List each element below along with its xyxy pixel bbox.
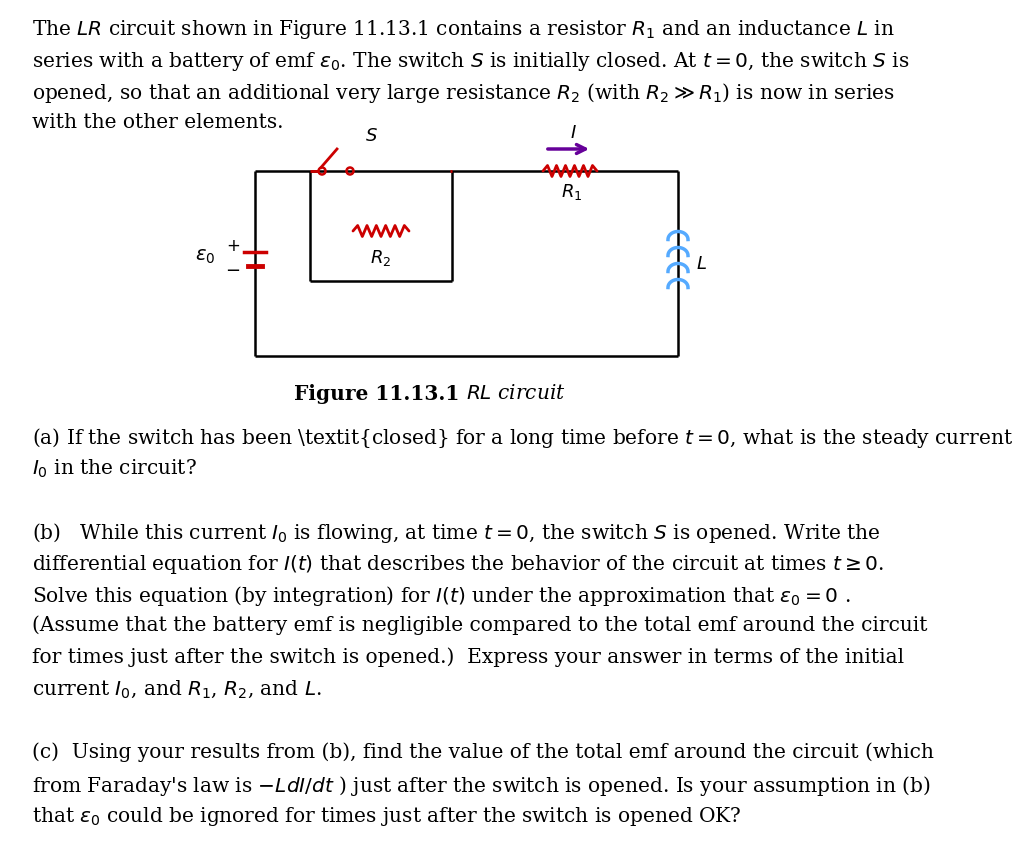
Text: $-$: $-$: [225, 259, 241, 278]
Text: with the other elements.: with the other elements.: [32, 113, 284, 131]
Text: for times just after the switch is opened.)  Express your answer in terms of the: for times just after the switch is opene…: [32, 647, 904, 667]
Text: opened, so that an additional very large resistance $R_2$ (with $R_2 \gg R_1$) i: opened, so that an additional very large…: [32, 81, 895, 105]
Text: (c)  Using your results from (b), find the value of the total emf around the cir: (c) Using your results from (b), find th…: [32, 742, 934, 761]
Text: The $LR$ circuit shown in Figure 11.13.1 contains a resistor $R_1$ and an induct: The $LR$ circuit shown in Figure 11.13.1…: [32, 18, 895, 41]
Text: $RL$ circuit: $RL$ circuit: [467, 384, 566, 403]
Text: $\varepsilon_0$: $\varepsilon_0$: [195, 247, 215, 266]
Text: $I_0$ in the circuit?: $I_0$ in the circuit?: [32, 457, 197, 479]
Text: (b)   While this current $I_0$ is flowing, at time $t = 0$, the switch $S$ is op: (b) While this current $I_0$ is flowing,…: [32, 521, 881, 545]
Text: +: +: [226, 236, 240, 254]
Text: $R_2$: $R_2$: [371, 248, 391, 268]
Text: series with a battery of emf $\varepsilon_0$. The switch $S$ is initially closed: series with a battery of emf $\varepsilo…: [32, 49, 909, 73]
Text: current $I_0$, and $R_1$, $R_2$, and $L$.: current $I_0$, and $R_1$, $R_2$, and $L$…: [32, 678, 322, 700]
Text: Solve this equation (by integration) for $I(t)$ under the approximation that $\v: Solve this equation (by integration) for…: [32, 584, 851, 608]
Text: (a) If the switch has been \textit{closed} for a long time before $t = 0$, what : (a) If the switch has been \textit{close…: [32, 426, 1013, 450]
Text: $S$: $S$: [365, 127, 378, 145]
Text: Figure 11.13.1: Figure 11.13.1: [294, 384, 467, 404]
Text: $L$: $L$: [696, 254, 707, 273]
Text: that $\varepsilon_0$ could be ignored for times just after the switch is opened : that $\varepsilon_0$ could be ignored fo…: [32, 805, 741, 828]
Text: differential equation for $I(t)$ that describes the behavior of the circuit at t: differential equation for $I(t)$ that de…: [32, 552, 884, 575]
Text: (Assume that the battery emf is negligible compared to the total emf around the : (Assume that the battery emf is negligib…: [32, 616, 928, 635]
Text: from Faraday's law is $-LdI/dt$ ) just after the switch is opened. Is your assum: from Faraday's law is $-LdI/dt$ ) just a…: [32, 773, 931, 798]
Text: $I$: $I$: [570, 124, 577, 142]
Text: $R_1$: $R_1$: [561, 182, 583, 202]
